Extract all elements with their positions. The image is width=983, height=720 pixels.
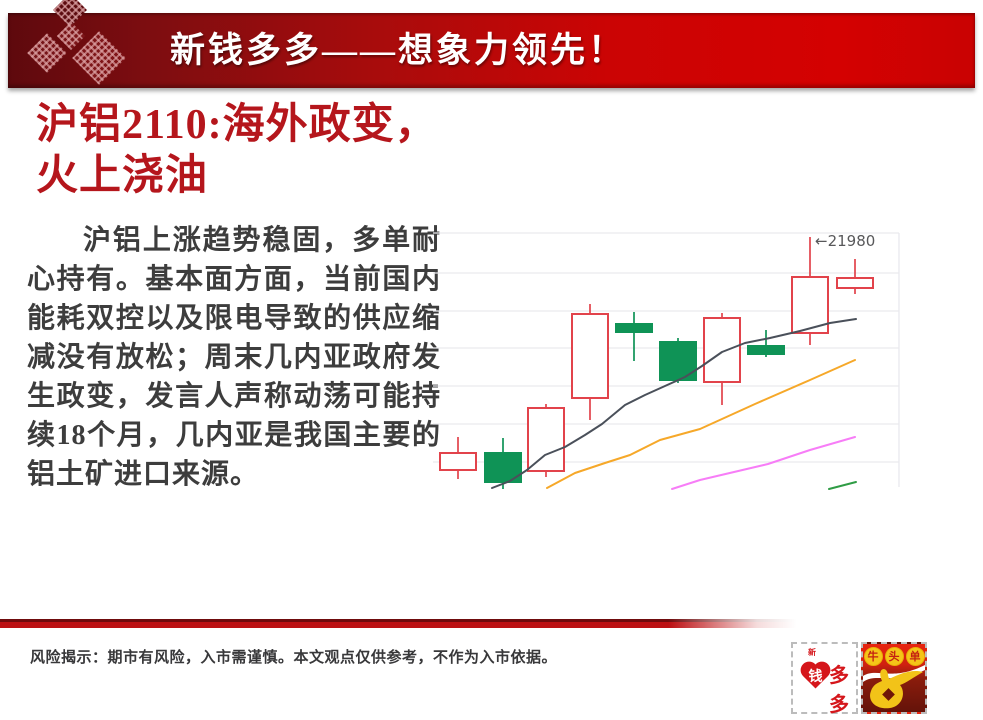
heart-icon: 钱 (798, 658, 834, 692)
logo-character-circles: 牛 头 单 (863, 647, 925, 666)
candlestick-chart: ←21980 (433, 225, 905, 497)
footer-divider (0, 619, 983, 628)
logo-label: 多多 (829, 665, 849, 716)
brand-slogan: 新钱多多——想象力领先！ (170, 31, 627, 70)
logo-tiny-label: 新 (808, 648, 816, 657)
risk-disclaimer: 风险揭示：期市有风险，入市需谨慎。本文观点仅供参考，不作为入市依据。 (30, 650, 558, 666)
page-title-line1: 沪铝2110:海外政变， (36, 102, 438, 148)
logo-circle: 头 (884, 647, 904, 666)
svg-text:←21980: ←21980 (815, 232, 875, 250)
qianduoduo-logo: 新 钱 多多 (791, 642, 858, 716)
chinese-knot-icon (56, 21, 86, 51)
logo-circle: 牛 (863, 647, 883, 666)
niutoudan-logo: 牛 头 单 (861, 642, 927, 714)
header-banner: 新钱多多——想象力领先！ (8, 0, 975, 88)
heart-character: 钱 (808, 670, 823, 685)
analysis-paragraph: 沪铝上涨趋势稳固，多单耐心持有。基本面方面，当前国内能耗双控以及限电导致的供应缩… (27, 225, 441, 490)
page-title-line2: 火上浇油 (36, 153, 209, 199)
page-title: 沪铝2110:海外政变， 火上浇油 (36, 100, 466, 202)
candlestick-chart-svg: ←21980 (433, 232, 900, 490)
logo-circle: 单 (905, 647, 925, 666)
bull-icon (863, 665, 925, 709)
